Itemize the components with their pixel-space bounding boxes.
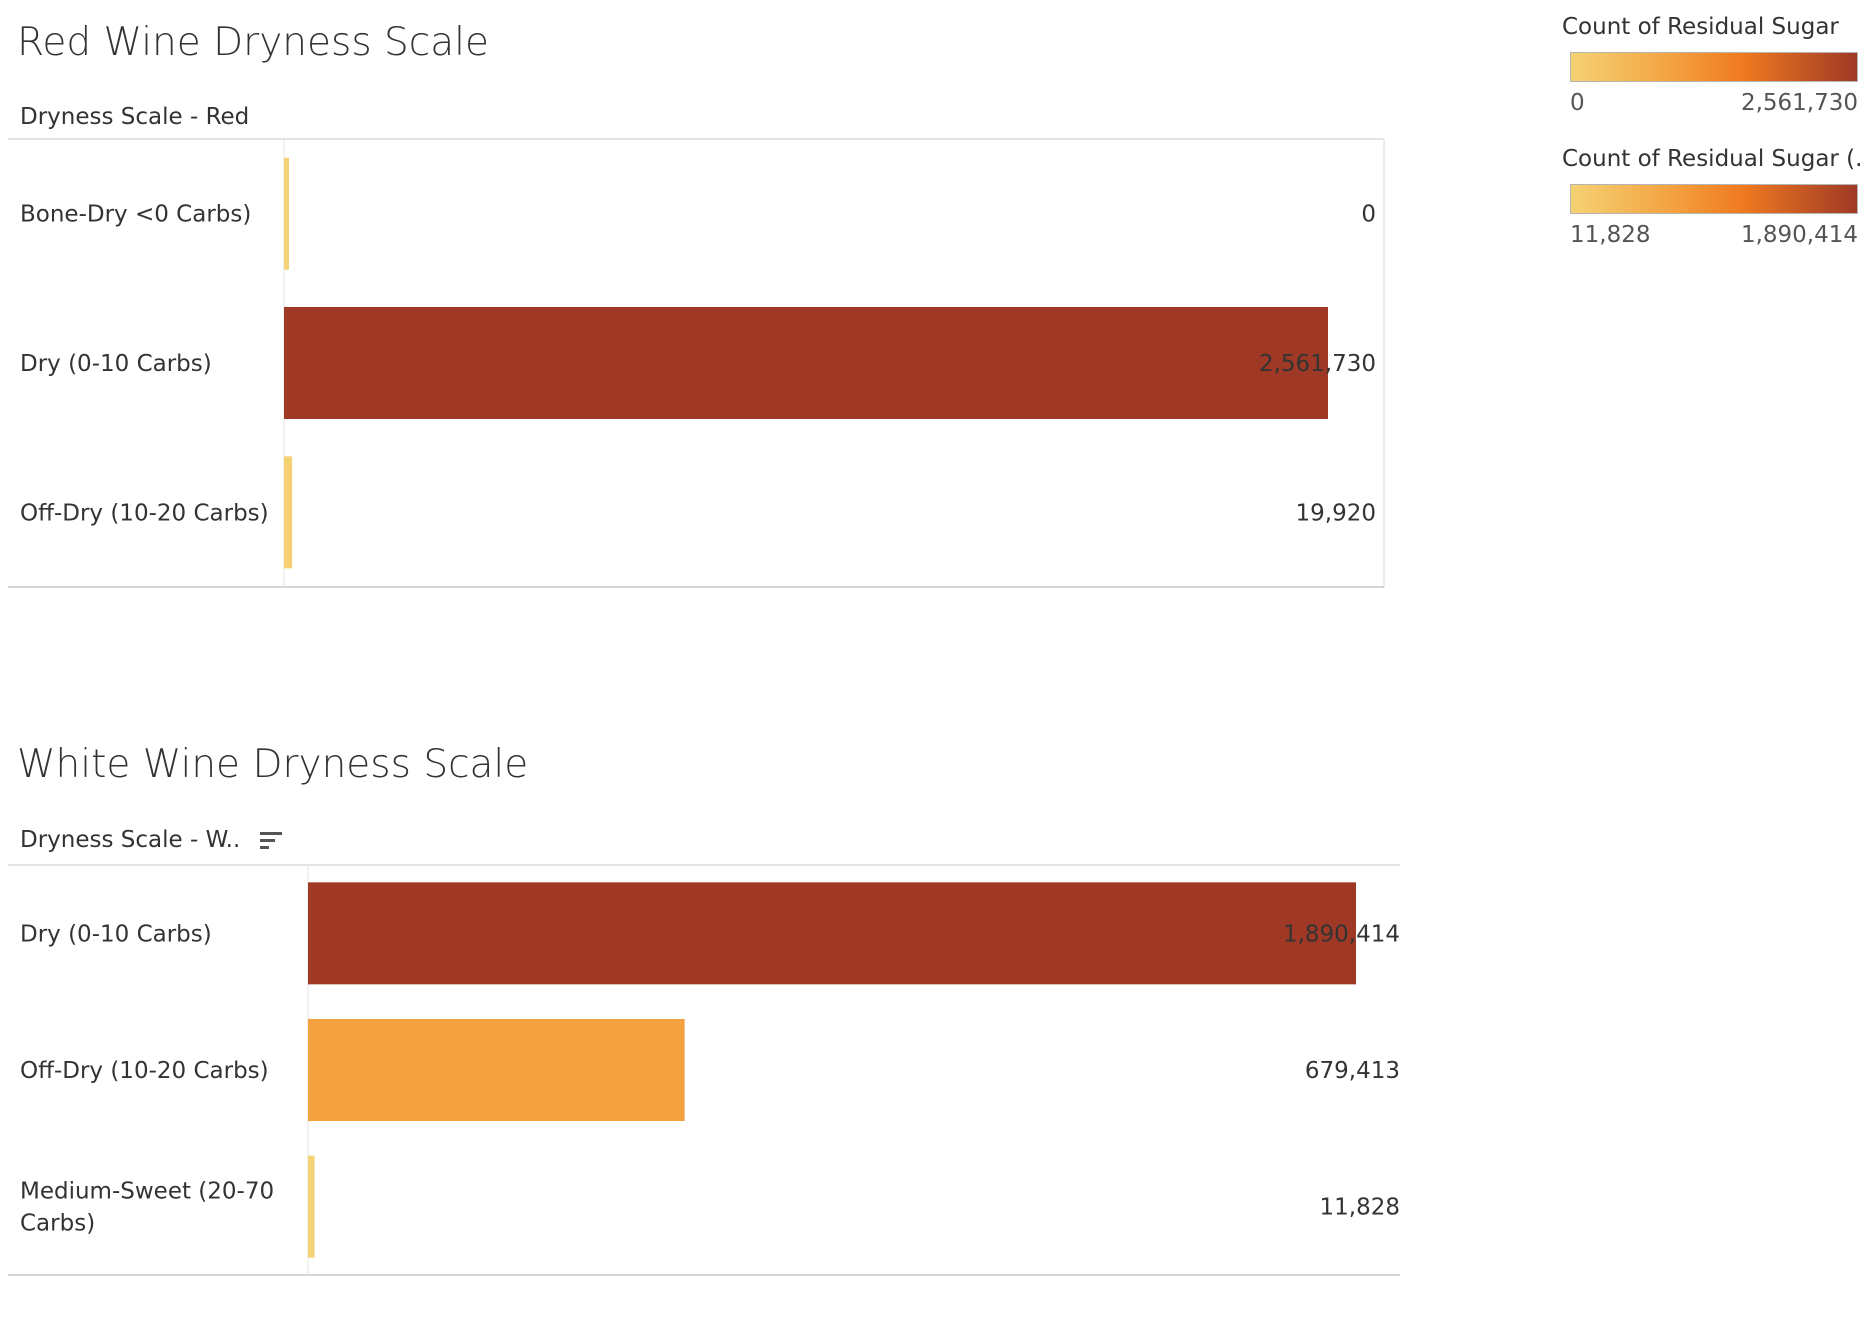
red-value-label-0: 0 [1361, 202, 1376, 228]
red-value-label-2: 19,920 [1296, 500, 1376, 526]
red-bar-0[interactable] [284, 157, 289, 270]
red-category-label-1: Dry (0-10 Carbs) [20, 351, 212, 377]
red-legend-min: 0 [1570, 90, 1585, 116]
white-category-label-0: Dry (0-10 Carbs) [20, 921, 212, 947]
white-bar-1[interactable] [308, 1019, 685, 1121]
red-legend-title: Count of Residual Sugar [1562, 14, 1839, 40]
red-legend-max: 2,561,730 [1740, 90, 1858, 116]
red-bar-chart: Bone-Dry <0 Carbs) 0 Dry (0-10 Carbs) 2,561… [8, 138, 1385, 588]
white-legend-title: Count of Residual Sugar (.. [1562, 146, 1862, 172]
red-category-header-label: Dryness Scale - Red [20, 104, 250, 130]
white-value-label-0: 1,890,414 [1283, 921, 1400, 947]
red-color-legend[interactable]: Count of Residual Sugar 0 2,561,730 [1562, 14, 1862, 116]
white-value-label-2: 11,828 [1320, 1195, 1400, 1221]
white-legend-gradient [1570, 184, 1858, 214]
white-value-label-1: 679,413 [1305, 1058, 1400, 1084]
white-legend-min: 11,828 [1570, 222, 1651, 248]
red-value-label-1: 2,561,730 [1259, 351, 1376, 377]
red-legend-gradient [1570, 52, 1858, 82]
red-bar-2[interactable] [284, 456, 293, 569]
red-category-label-0: Bone-Dry <0 Carbs) [20, 202, 251, 228]
red-bar-1[interactable] [284, 307, 1328, 419]
white-category-header-label: Dryness Scale - W.. [20, 827, 241, 853]
red-category-label-2: Off-Dry (10-20 Carbs) [20, 500, 269, 526]
white-category-label-1: Off-Dry (10-20 Carbs) [20, 1058, 269, 1084]
sort-descending-icon[interactable] [260, 831, 283, 849]
white-category-header[interactable]: Dryness Scale - W.. [20, 827, 283, 853]
red-category-header[interactable]: Dryness Scale - Red [20, 104, 249, 130]
white-bar-0[interactable] [308, 882, 1356, 985]
white-legend-max: 1,890,414 [1740, 222, 1858, 248]
white-chart-title: White Wine Dryness Scale [17, 742, 529, 787]
red-chart-title: Red Wine Dryness Scale [17, 20, 489, 65]
white-bar-chart: Dry (0-10 Carbs) 1,890,414 Off-Dry (10-20 … [8, 864, 1400, 1276]
white-color-legend[interactable]: Count of Residual Sugar (.. 11,828 1,890… [1562, 146, 1862, 248]
white-bar-2[interactable] [308, 1155, 315, 1258]
white-category-label-2: Medium-Sweet (20-70 Carbs) [20, 1179, 274, 1237]
